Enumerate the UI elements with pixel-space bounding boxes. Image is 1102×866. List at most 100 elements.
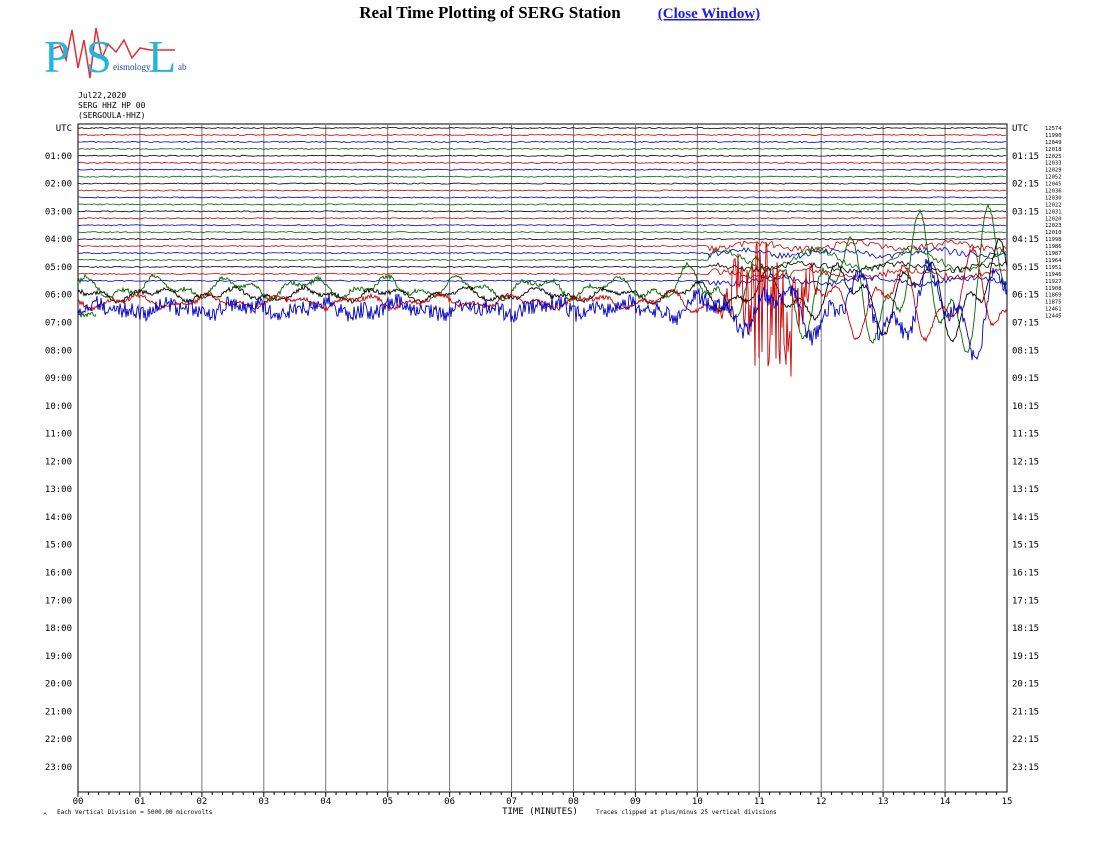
trace (77, 231, 1007, 234)
hour-label: 08:00 (45, 346, 72, 356)
trace (77, 133, 1007, 136)
trace (77, 245, 1007, 274)
hour-label: 08:15 (1012, 346, 1039, 356)
x-tick-label: 00 (73, 797, 84, 807)
trace-label: 11951 (1045, 265, 1062, 271)
x-tick-label: 10 (692, 797, 703, 807)
x-tick-label: 13 (878, 797, 889, 807)
hour-label: 10:00 (45, 402, 72, 412)
trace-label: 12049 (1045, 140, 1062, 146)
trace (77, 274, 1007, 288)
marker: ^ (43, 812, 47, 820)
x-tick-label: 11 (754, 797, 765, 807)
hour-label: 12:00 (45, 457, 72, 467)
trace-label: 11927 (1045, 279, 1062, 285)
hour-label: 17:00 (45, 596, 72, 606)
trace-label: 12045 (1045, 182, 1062, 188)
hour-label: 21:00 (45, 707, 72, 717)
hour-label: 02:00 (45, 180, 72, 190)
hour-label: 03:00 (45, 207, 72, 217)
hour-label: 04:15 (1012, 235, 1039, 245)
hour-label: 04:00 (45, 235, 72, 245)
x-tick-label: 15 (1002, 797, 1013, 807)
trace (77, 182, 1007, 185)
hour-label: 09:15 (1012, 374, 1039, 384)
hour-label: 18:00 (45, 624, 72, 634)
plot-date: Jul22,2020 (78, 91, 126, 100)
clip-note: Traces clipped at plus/minus 25 vertical… (596, 809, 777, 816)
trace-label: 12574 (1045, 126, 1062, 132)
hour-label: 11:00 (45, 430, 72, 440)
trace-label: 11990 (1045, 133, 1062, 139)
trace-label: 12445 (1045, 314, 1062, 320)
x-tick-label: 04 (320, 797, 331, 807)
x-tick-label: 05 (382, 797, 393, 807)
trace (77, 189, 1007, 192)
trace (78, 267, 1007, 281)
hour-label: 20:15 (1012, 680, 1039, 690)
hour-label: 06:15 (1012, 291, 1039, 301)
trace-label: 12461 (1045, 307, 1062, 313)
trace (77, 259, 1008, 361)
hour-label: 07:00 (45, 318, 72, 328)
hour-label: 01:00 (45, 152, 72, 162)
x-tick-label: 09 (630, 797, 641, 807)
x-tick-label: 02 (196, 797, 207, 807)
hour-label: 21:15 (1012, 707, 1039, 717)
trace-label: 12022 (1045, 202, 1062, 208)
logo-letter: P (44, 31, 70, 82)
close-link[interactable]: (Close Window) (658, 6, 760, 22)
hour-label: 13:00 (45, 485, 72, 495)
hour-label: 13:15 (1012, 485, 1039, 495)
logo-letter: S (86, 31, 112, 82)
trace-label: 12031 (1045, 209, 1062, 215)
hour-label: 19:00 (45, 652, 72, 662)
hour-label: 18:15 (1012, 624, 1039, 634)
hour-label: 22:00 (45, 735, 72, 745)
trace-label: 11964 (1045, 258, 1062, 264)
trace (77, 161, 1006, 164)
logo-text: ab (178, 62, 187, 72)
hour-label: 16:00 (45, 569, 72, 579)
trace (77, 203, 1008, 354)
trace-label: 12036 (1045, 189, 1062, 195)
trace (77, 147, 1007, 150)
hour-label: 14:15 (1012, 513, 1039, 523)
trace (77, 154, 1007, 157)
hour-label: 11:15 (1012, 430, 1039, 440)
trace (77, 311, 97, 318)
trace-label: 12030 (1045, 195, 1062, 201)
trace-label: 11869 (1045, 293, 1062, 299)
hour-label: UTC (1012, 124, 1028, 134)
plot-frame (77, 123, 1008, 793)
hour-label: 19:15 (1012, 652, 1039, 662)
trace-label: 11908 (1045, 286, 1062, 292)
x-axis-title: TIME (MINUTES) (502, 807, 578, 817)
trace-label: 12018 (1045, 147, 1062, 153)
x-tick-label: 07 (506, 797, 517, 807)
x-tick-label: 14 (940, 797, 951, 807)
x-tick-label: 06 (444, 797, 455, 807)
hour-label: 06:00 (45, 291, 72, 301)
logo-letter: L (148, 31, 176, 82)
trace (77, 210, 1007, 213)
hour-label: 01:15 (1012, 152, 1039, 162)
hour-label: 02:15 (1012, 180, 1039, 190)
trace-label: 11875 (1045, 300, 1062, 306)
hour-label: UTC (56, 124, 72, 134)
x-tick-label: 12 (816, 797, 827, 807)
hour-label: 23:00 (45, 763, 72, 773)
trace (77, 260, 1007, 274)
scale-note: Each Vertical Division = 5000.00 microvo… (57, 809, 213, 816)
trace (77, 217, 1007, 220)
page-title: Real Time Plotting of SERG Station (359, 3, 621, 22)
hour-label: 12:15 (1012, 457, 1039, 467)
hour-label: 16:15 (1012, 569, 1039, 579)
trace (77, 239, 1007, 254)
trace-label: 12033 (1045, 161, 1062, 167)
hour-label: 20:00 (45, 680, 72, 690)
trace-label: 12025 (1045, 154, 1062, 160)
trace-label: 11986 (1045, 244, 1062, 250)
